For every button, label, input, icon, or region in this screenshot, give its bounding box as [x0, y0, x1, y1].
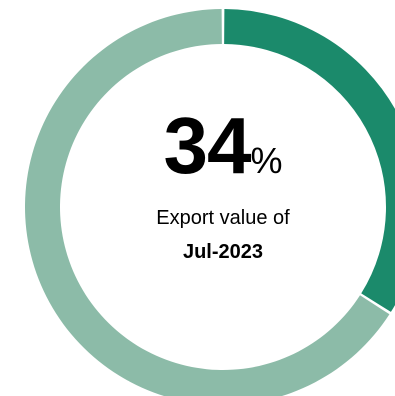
center-value-unit: %: [250, 140, 283, 181]
center-period: Jul-2023: [182, 241, 264, 263]
center-label: Export value of: [156, 207, 290, 229]
center-value: 34%: [0, 100, 395, 207]
donut-slice-export: [224, 9, 395, 312]
center-value-number: 34: [163, 101, 252, 190]
